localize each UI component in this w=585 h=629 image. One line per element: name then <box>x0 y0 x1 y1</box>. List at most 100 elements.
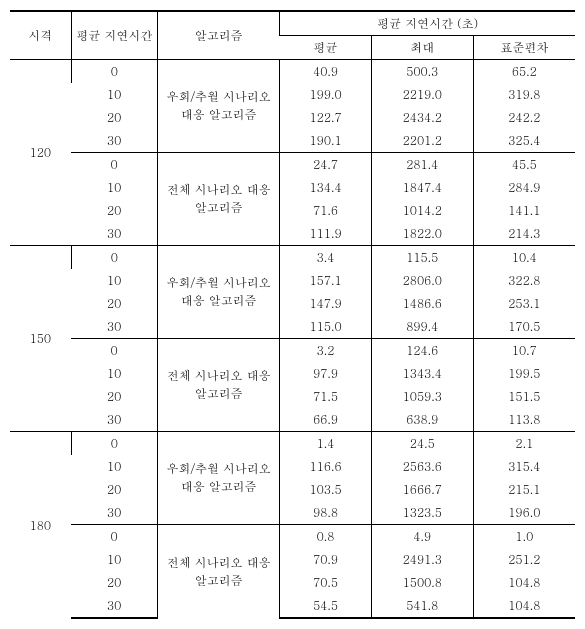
delay-param-cell: 0 <box>71 60 158 84</box>
table-row: 30190.12201.2325.4 <box>10 129 575 153</box>
avg-cell: 199.0 <box>280 83 372 106</box>
delay-param-cell: 20 <box>71 478 158 501</box>
time-cell: 150 <box>10 246 71 432</box>
max-cell: 124.6 <box>371 339 473 363</box>
delay-param-cell: 20 <box>71 385 158 408</box>
avg-cell: 54.5 <box>280 594 372 618</box>
avg-cell: 0.8 <box>280 525 372 549</box>
delay-param-cell: 20 <box>71 571 158 594</box>
algo-cell: 우회/추월 시나리오대응 알고리즘 <box>158 432 280 525</box>
std-cell: 45.5 <box>473 153 575 177</box>
std-cell: 242.2 <box>473 106 575 129</box>
std-cell: 141.1 <box>473 199 575 222</box>
avg-cell: 190.1 <box>280 129 372 153</box>
delay-param-cell: 10 <box>71 455 158 478</box>
delay-param-cell: 10 <box>71 269 158 292</box>
std-cell: 284.9 <box>473 176 575 199</box>
avg-cell: 98.8 <box>280 501 372 525</box>
std-cell: 113.8 <box>473 408 575 432</box>
avg-cell: 122.7 <box>280 106 372 129</box>
table-row: 20122.72434.2242.2 <box>10 106 575 129</box>
table-row: 0전체 시나리오 대응알고리즘24.7281.445.5 <box>10 153 575 177</box>
delay-param-cell: 10 <box>71 83 158 106</box>
std-cell: 215.1 <box>473 478 575 501</box>
avg-cell: 157.1 <box>280 269 372 292</box>
avg-cell: 71.5 <box>280 385 372 408</box>
avg-cell: 70.5 <box>280 571 372 594</box>
max-cell: 2563.6 <box>371 455 473 478</box>
avg-cell: 147.9 <box>280 292 372 315</box>
table-row: 1097.91343.4199.5 <box>10 362 575 385</box>
std-cell: 251.2 <box>473 548 575 571</box>
header-avg: 평균 <box>280 36 372 60</box>
delay-param-cell: 10 <box>71 176 158 199</box>
max-cell: 1059.3 <box>371 385 473 408</box>
delay-param-cell: 0 <box>71 339 158 363</box>
table-row: 20147.91486.6253.1 <box>10 292 575 315</box>
delay-table: 시격 평균 지연시간 알고리즘 평균 지연시간 (초) 평균 최대 표준편차 1… <box>10 10 575 619</box>
table-body: 1200우회/추월 시나리오대응 알고리즘40.9500.365.210199.… <box>10 60 575 619</box>
table-row: 2071.51059.3151.5 <box>10 385 575 408</box>
time-cell: 120 <box>10 60 71 246</box>
std-cell: 196.0 <box>473 501 575 525</box>
table-row: 0전체 시나리오 대응알고리즘0.84.91.0 <box>10 525 575 549</box>
table-row: 3098.81323.5196.0 <box>10 501 575 525</box>
std-cell: 199.5 <box>473 362 575 385</box>
std-cell: 253.1 <box>473 292 575 315</box>
table-row: 1070.92491.3251.2 <box>10 548 575 571</box>
header-std: 표준편차 <box>473 36 575 60</box>
std-cell: 104.8 <box>473 594 575 618</box>
std-cell: 315.4 <box>473 455 575 478</box>
delay-param-cell: 30 <box>71 129 158 153</box>
avg-cell: 3.2 <box>280 339 372 363</box>
max-cell: 1666.7 <box>371 478 473 501</box>
std-cell: 65.2 <box>473 60 575 84</box>
algo-cell: 전체 시나리오 대응알고리즘 <box>158 525 280 619</box>
avg-cell: 24.7 <box>280 153 372 177</box>
table-row: 1200우회/추월 시나리오대응 알고리즘40.9500.365.2 <box>10 60 575 84</box>
std-cell: 10.4 <box>473 246 575 270</box>
table-row: 3054.5541.8104.8 <box>10 594 575 618</box>
header-delay-group: 평균 지연시간 (초) <box>280 11 575 36</box>
max-cell: 1343.4 <box>371 362 473 385</box>
avg-cell: 115.0 <box>280 315 372 339</box>
std-cell: 322.8 <box>473 269 575 292</box>
std-cell: 170.5 <box>473 315 575 339</box>
delay-param-cell: 20 <box>71 106 158 129</box>
table-row: 20 103.51666.7215.1 <box>10 478 575 501</box>
table-row: 10157.12806.0322.8 <box>10 269 575 292</box>
avg-cell: 103.5 <box>280 478 372 501</box>
avg-cell: 71.6 <box>280 199 372 222</box>
avg-cell: 70.9 <box>280 548 372 571</box>
std-cell: 214.3 <box>473 222 575 246</box>
table-row: 3066.9638.9113.8 <box>10 408 575 432</box>
avg-cell: 111.9 <box>280 222 372 246</box>
algo-cell: 전체 시나리오 대응알고리즘 <box>158 339 280 432</box>
table-header: 시격 평균 지연시간 알고리즘 평균 지연시간 (초) 평균 최대 표준편차 <box>10 11 575 60</box>
max-cell: 115.5 <box>371 246 473 270</box>
std-cell: 1.0 <box>473 525 575 549</box>
time-cell: 180 <box>10 432 71 619</box>
max-cell: 2219.0 <box>371 83 473 106</box>
algo-cell: 전체 시나리오 대응알고리즘 <box>158 153 280 246</box>
std-cell: 2.1 <box>473 432 575 456</box>
avg-cell: 1.4 <box>280 432 372 456</box>
std-cell: 10.7 <box>473 339 575 363</box>
delay-param-cell: 30 <box>71 315 158 339</box>
table-row: 1500우회/추월 시나리오대응 알고리즘3.4115.510.4 <box>10 246 575 270</box>
table-row: 2071.61014.2141.1 <box>10 199 575 222</box>
delay-param-cell: 30 <box>71 222 158 246</box>
avg-cell: 3.4 <box>280 246 372 270</box>
max-cell: 500.3 <box>371 60 473 84</box>
table-row: 30 115.0899.4170.5 <box>10 315 575 339</box>
table-row: 10116.62563.6315.4 <box>10 455 575 478</box>
max-cell: 2201.2 <box>371 129 473 153</box>
max-cell: 899.4 <box>371 315 473 339</box>
max-cell: 281.4 <box>371 153 473 177</box>
delay-param-cell: 30 <box>71 501 158 525</box>
avg-cell: 66.9 <box>280 408 372 432</box>
delay-param-cell: 20 <box>71 199 158 222</box>
max-cell: 1847.4 <box>371 176 473 199</box>
delay-param-cell: 0 <box>71 525 158 549</box>
header-max: 최대 <box>371 36 473 60</box>
